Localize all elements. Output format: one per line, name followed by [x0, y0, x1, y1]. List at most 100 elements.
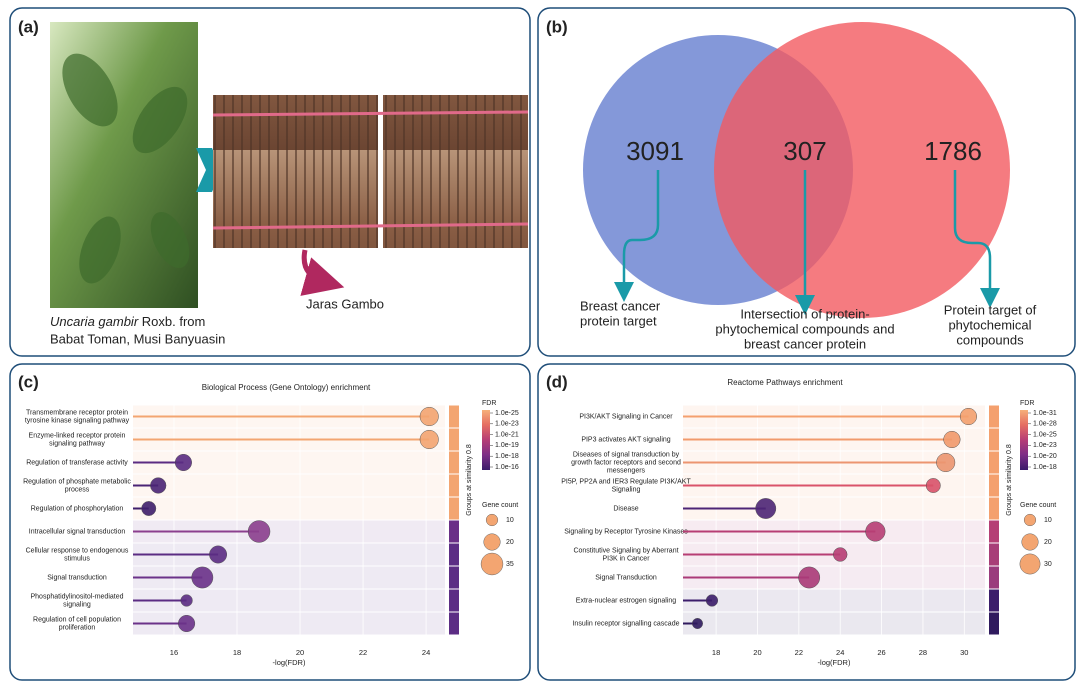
lollipop-head [180, 594, 193, 607]
lollipop-head [925, 478, 941, 493]
size-legend-label: 20 [1044, 539, 1052, 546]
category-label: Phosphatidylinositol-mediated [31, 593, 124, 600]
group-bar [449, 451, 459, 474]
category-label: Signal transduction [47, 574, 107, 581]
x-tick-label: 16 [170, 648, 178, 657]
category-label: Regulation of cell population [33, 616, 121, 623]
row-band [683, 589, 985, 612]
row-band [683, 612, 985, 635]
colorbar-label: 1.0e-23 [495, 421, 519, 428]
x-tick-label: 22 [359, 648, 367, 657]
category-label: Regulation of phosphorylation [31, 505, 124, 512]
category-label: PIP3 activates AKT signaling [581, 436, 670, 443]
lollipop-head [209, 545, 228, 564]
colorbar-label: 1.0e-23 [1033, 442, 1057, 449]
panel-frame [537, 363, 1076, 681]
lollipop-head [141, 501, 157, 516]
annotation-text: Intersection of protein- [740, 306, 869, 321]
venn-count: 3091 [626, 136, 684, 166]
group-bar [989, 543, 999, 566]
row-band [133, 543, 445, 566]
category-label: Disease [613, 505, 638, 512]
x-tick-label: 22 [795, 648, 803, 657]
product-label: Jaras Gambo [306, 296, 384, 311]
legend-title: Gene count [1020, 502, 1056, 509]
annotation-arrow [953, 170, 1000, 308]
plant-caption: Babat Toman, Musi Banyuasin [50, 331, 225, 346]
category-label: Diseases of signal transduction by [573, 451, 680, 458]
row-band [133, 520, 445, 543]
size-legend-label: 30 [1044, 561, 1052, 568]
category-label: proliferation [59, 624, 96, 631]
category-label: messengers [607, 467, 646, 474]
lollipop-head [419, 430, 439, 449]
row-band [133, 589, 445, 612]
group-bar [449, 428, 459, 451]
lollipop-head [833, 547, 848, 562]
category-label: PI5P, PP2A and IER3 Regulate PI3K/AKT [561, 478, 691, 485]
lollipop-head [419, 407, 439, 426]
category-label: PI3K in Cancer [602, 555, 650, 562]
legend-title: Gene count [482, 502, 518, 509]
group-bar [989, 428, 999, 451]
group-bar [449, 566, 459, 589]
lollipop-head [943, 430, 961, 449]
lollipop-head [691, 618, 703, 629]
x-tick-label: 18 [712, 648, 720, 657]
leaves [62, 53, 190, 284]
group-bar [989, 589, 999, 612]
annotation-text: phytochemical compounds and [715, 321, 894, 336]
colorbar-label: 1.0e-31 [1033, 410, 1057, 417]
group-bar [449, 543, 459, 566]
x-tick-label: 30 [960, 648, 968, 657]
category-label: Enzyme-linked receptor protein [29, 432, 126, 439]
panel-label: (a) [18, 17, 39, 36]
bundle-photo [213, 95, 378, 248]
lollipop-head [798, 566, 821, 589]
chart-title: Reactome Pathways enrichment [727, 378, 843, 387]
category-label: Regulation of phosphate metabolic [23, 478, 131, 485]
group-bar [449, 474, 459, 497]
size-legend-label: 10 [506, 517, 514, 524]
group-bar [449, 589, 459, 612]
colorbar-label: 1.0e-16 [495, 464, 519, 471]
x-tick-label: 20 [296, 648, 304, 657]
bundle-photo [383, 95, 528, 248]
charts: (c) Biological Process (Gene Ontology) en… [18, 372, 1057, 667]
category-label: process [65, 486, 90, 493]
group-bar [989, 566, 999, 589]
bundle-strap [212, 110, 529, 117]
category-label: stimulus [64, 555, 90, 562]
group-bar [449, 497, 459, 520]
row-band [683, 566, 985, 589]
plant-caption: Uncaria gambir Roxb. from [50, 314, 205, 329]
colorbar [1020, 410, 1028, 470]
size-legend-label: 35 [506, 561, 514, 568]
colorbar-label: 1.0e-18 [495, 453, 519, 460]
annotation-text: protein target [580, 313, 657, 328]
x-tick-label: 24 [422, 648, 430, 657]
group-bar [989, 612, 999, 635]
category-label: signaling [63, 601, 91, 608]
category-label: Cellular response to endogenous [26, 547, 129, 554]
panel-label: (b) [546, 17, 568, 36]
colorbar-label: 1.0e-18 [1033, 464, 1057, 471]
lollipop-head [755, 498, 777, 519]
category-label: Extra-nuclear estrogen signaling [576, 597, 676, 604]
x-tick-label: 24 [836, 648, 844, 657]
annotation-text: Breast cancer [580, 298, 661, 313]
chart-title: Biological Process (Gene Ontology) enric… [202, 383, 371, 392]
lollipop-head [178, 614, 196, 633]
lollipop-head [150, 477, 167, 494]
x-axis-label: -log(FDR) [273, 658, 306, 667]
row-band [133, 497, 445, 520]
group-bar [449, 520, 459, 543]
category-label: Transmembrane receptor protein [26, 409, 128, 416]
category-label: Signal Transduction [595, 574, 657, 581]
legend-title: FDR [482, 400, 496, 407]
group-bar [449, 405, 459, 428]
x-tick-label: 18 [233, 648, 241, 657]
size-legend-circle [483, 533, 501, 551]
